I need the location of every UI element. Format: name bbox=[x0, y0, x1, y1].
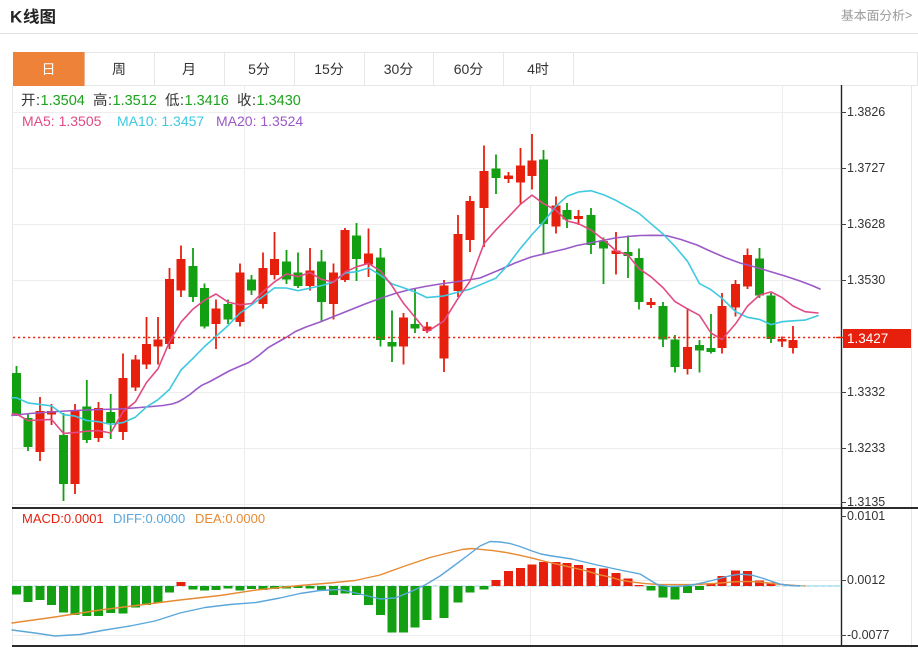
svg-text:1.3332: 1.3332 bbox=[847, 385, 885, 399]
svg-text:1.3504: 1.3504 bbox=[41, 93, 85, 109]
svg-text:0.0101: 0.0101 bbox=[847, 509, 885, 523]
svg-text:MA10: 1.3457: MA10: 1.3457 bbox=[117, 113, 204, 129]
svg-text::: : bbox=[108, 93, 112, 109]
svg-text:DEA:0.0000: DEA:0.0000 bbox=[195, 511, 265, 526]
svg-text:DIFF:0.0000: DIFF:0.0000 bbox=[113, 511, 185, 526]
svg-text:15: 15 bbox=[314, 61, 330, 77]
svg-text:0.0012: 0.0012 bbox=[847, 573, 885, 587]
svg-text:1.3530: 1.3530 bbox=[847, 273, 885, 287]
svg-text:60: 60 bbox=[454, 61, 470, 77]
svg-text:1.3430: 1.3430 bbox=[257, 93, 301, 109]
svg-text:1.3416: 1.3416 bbox=[185, 93, 229, 109]
svg-text::: : bbox=[180, 93, 184, 109]
svg-text:MA5: 1.3505: MA5: 1.3505 bbox=[22, 113, 102, 129]
svg-text:>: > bbox=[905, 9, 912, 23]
svg-text:1.3427: 1.3427 bbox=[847, 331, 888, 346]
svg-text:30: 30 bbox=[384, 61, 400, 77]
svg-text::: : bbox=[252, 93, 256, 109]
svg-text:-0.0077: -0.0077 bbox=[847, 628, 889, 642]
svg-text:1.3628: 1.3628 bbox=[847, 217, 885, 231]
svg-text:K: K bbox=[10, 8, 23, 27]
svg-text:MACD:0.0001: MACD:0.0001 bbox=[22, 511, 104, 526]
svg-text:MA20: 1.3524: MA20: 1.3524 bbox=[216, 113, 303, 129]
svg-text:5: 5 bbox=[248, 61, 256, 77]
svg-text:1.3233: 1.3233 bbox=[847, 441, 885, 455]
svg-text:1.3727: 1.3727 bbox=[847, 161, 885, 175]
svg-text:1.3826: 1.3826 bbox=[847, 105, 885, 119]
svg-text:4: 4 bbox=[527, 61, 535, 77]
svg-text:1.3135: 1.3135 bbox=[847, 495, 885, 509]
svg-text:1.3512: 1.3512 bbox=[113, 93, 157, 109]
svg-text::: : bbox=[36, 93, 40, 109]
